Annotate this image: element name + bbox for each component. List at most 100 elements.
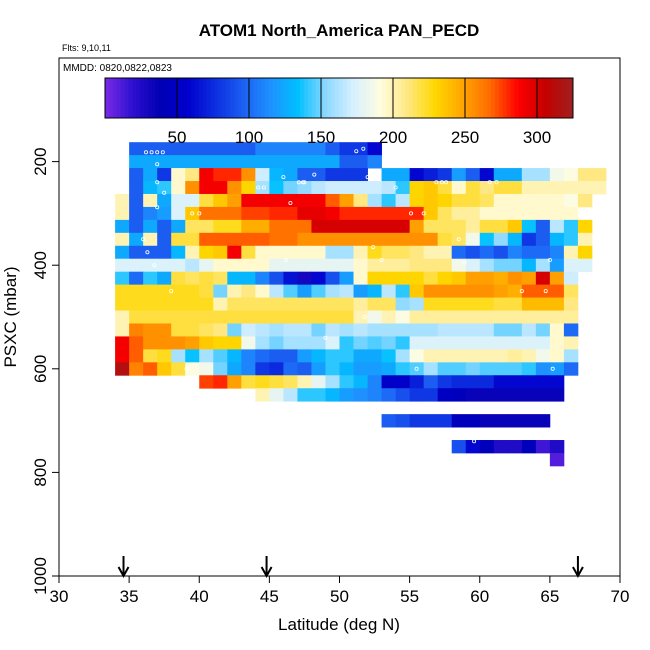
heatmap-cell <box>549 323 565 337</box>
heatmap-cell <box>297 375 312 389</box>
heatmap-cell <box>507 388 523 402</box>
colorbar-segment <box>491 78 496 118</box>
heatmap-cell <box>479 375 495 389</box>
heatmap-cell <box>409 271 425 286</box>
heatmap-cell <box>227 297 242 311</box>
heatmap-cell <box>507 349 523 363</box>
colorbar-segment <box>526 78 531 118</box>
colorbar-segment <box>561 78 566 118</box>
heatmap-cell <box>339 181 354 195</box>
heatmap-cell <box>269 284 284 298</box>
heatmap-cell <box>353 271 368 286</box>
colorbar-segment <box>545 78 551 118</box>
heatmap-cell <box>171 181 186 195</box>
colorbar-segment <box>385 78 391 118</box>
heatmap-cell <box>381 297 396 311</box>
sample-point <box>487 180 492 185</box>
heatmap-cell <box>255 323 270 337</box>
colorbar-segment <box>342 78 348 118</box>
heatmap-cell <box>129 323 144 337</box>
sample-point <box>543 289 548 294</box>
sample-point <box>439 180 444 185</box>
colorbar-segment <box>136 78 141 118</box>
sample-point <box>190 211 195 216</box>
heatmap-cell <box>143 181 158 195</box>
colorbar-segment <box>339 78 344 118</box>
colorbar-segment <box>116 78 122 118</box>
heatmap-cell <box>493 245 509 260</box>
sample-point <box>261 185 266 190</box>
heatmap-cell <box>171 245 186 260</box>
heatmap-cell <box>311 155 326 169</box>
x-tick-label: 70 <box>611 587 630 606</box>
heatmap-cell <box>325 375 340 389</box>
heatmap-cell <box>423 168 439 182</box>
heatmap-cell <box>325 336 340 350</box>
heatmap-cell <box>269 349 284 363</box>
heatmap-cell <box>465 375 481 389</box>
heatmap-cell <box>255 155 270 169</box>
sample-point <box>162 190 167 195</box>
heatmap-cell <box>577 219 593 234</box>
sample-point <box>421 211 426 216</box>
heatmap-cell <box>465 388 481 402</box>
heatmap-cell <box>353 168 368 182</box>
heatmap-cell <box>451 245 467 260</box>
heatmap-cell <box>241 206 256 221</box>
heatmap-cell <box>129 271 144 286</box>
heatmap-cell <box>255 284 270 298</box>
x-tick-label: 50 <box>330 587 349 606</box>
heatmap-cell <box>507 168 523 182</box>
heatmap-cell <box>325 271 340 286</box>
heatmap-cell <box>381 181 396 195</box>
colorbar-segment <box>268 78 274 118</box>
heatmap-cell <box>297 219 312 234</box>
colorbar-segment <box>198 78 203 118</box>
heatmap-cell <box>213 206 228 221</box>
heatmap-cell <box>325 142 340 156</box>
heatmap-cell <box>297 245 312 260</box>
heatmap-cell <box>521 181 537 195</box>
sample-point <box>256 185 261 190</box>
colorbar-segment <box>311 78 317 118</box>
heatmap-cell <box>115 219 130 234</box>
heatmap-cell <box>185 323 200 337</box>
heatmap-cell <box>241 219 256 234</box>
heatmap-cell <box>507 414 523 428</box>
heatmap-cell <box>549 271 565 286</box>
heatmap-cell <box>325 219 340 234</box>
heatmap-cell <box>297 271 312 286</box>
heatmap-cell <box>409 388 425 402</box>
colorbar-segment <box>245 78 250 118</box>
heatmap-cell <box>143 219 158 234</box>
heatmap-cell <box>283 232 298 247</box>
heatmap-cell <box>171 232 186 247</box>
heatmap-cell <box>563 245 579 260</box>
sample-point <box>547 523 552 528</box>
heatmap-cell <box>367 310 382 324</box>
heatmap-cell <box>199 142 214 156</box>
heatmap-cell <box>577 193 593 208</box>
sample-point <box>582 400 587 405</box>
colorbar-segment <box>483 78 488 118</box>
heatmap-cell <box>283 193 298 208</box>
heatmap-cell <box>213 297 228 311</box>
sample-point <box>444 180 449 185</box>
heatmap-cell <box>479 336 495 350</box>
heatmap-cell <box>115 323 130 337</box>
heatmap-cell <box>283 310 298 324</box>
heatmap-cell <box>367 193 382 208</box>
heatmap-cell <box>353 193 368 208</box>
heatmap-cell <box>199 310 214 324</box>
heatmap-cell <box>185 168 200 182</box>
heatmap-cell <box>227 155 242 169</box>
heatmap-cell <box>381 336 396 350</box>
heatmap-cell <box>227 219 242 234</box>
colorbar-segment <box>261 78 266 118</box>
heatmap-cell <box>395 336 411 350</box>
heatmap-cell <box>325 232 340 247</box>
heatmap-cell <box>143 193 158 208</box>
heatmap-cell <box>213 323 228 337</box>
heatmap-cell <box>157 284 172 298</box>
sample-point <box>434 180 439 185</box>
